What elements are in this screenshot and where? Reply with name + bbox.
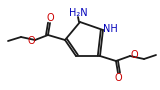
Text: O: O xyxy=(27,36,35,46)
Text: O: O xyxy=(46,13,54,23)
Text: O: O xyxy=(114,73,122,83)
Text: H₂N: H₂N xyxy=(69,8,87,18)
Text: NH: NH xyxy=(103,24,117,34)
Text: O: O xyxy=(130,50,138,60)
